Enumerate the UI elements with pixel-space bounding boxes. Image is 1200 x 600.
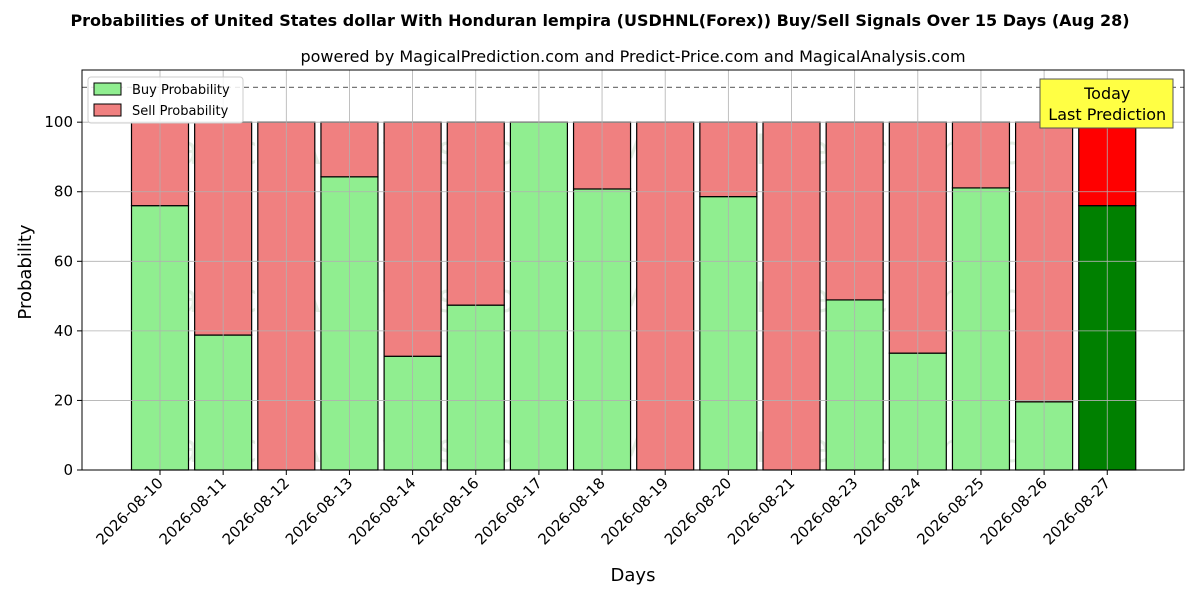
x-tick-label: 2026-08-13	[282, 474, 356, 548]
y-tick-label: 80	[54, 183, 73, 201]
x-tick-label: 2026-08-21	[724, 474, 798, 548]
annotation-line1: Today	[1083, 84, 1130, 103]
x-tick-label: 2026-08-14	[345, 474, 419, 548]
grid	[82, 70, 1184, 471]
x-tick-label: 2026-08-19	[598, 474, 672, 548]
legend: Buy Probability Sell Probability	[87, 76, 244, 124]
x-tick-label: 2026-08-16	[408, 474, 482, 548]
y-tick-label: 40	[54, 322, 73, 340]
legend-swatch-sell	[93, 103, 122, 117]
y-axis-label: Probability	[15, 224, 36, 319]
x-tick-label: 2026-08-11	[156, 474, 230, 548]
plot-area: MagicalAnalysis.comMagicalPrediction.com…	[44, 69, 1185, 548]
x-tick-label: 2026-08-20	[661, 474, 735, 548]
x-tick-label: 2026-08-18	[534, 474, 608, 548]
x-tick-label: 2026-08-27	[1040, 474, 1114, 548]
y-ticks: 0 20 40 60 80 100	[44, 113, 82, 479]
x-tick-label: 2026-08-23	[787, 474, 861, 548]
x-tick-label: 2026-08-24	[850, 474, 924, 548]
chart-subtitle: powered by MagicalPrediction.com and Pre…	[300, 47, 965, 66]
annotation-box	[1039, 78, 1174, 129]
y-tick-label: 0	[63, 461, 73, 479]
y-tick-label: 100	[44, 113, 73, 131]
legend-label-sell: Sell Probability	[132, 104, 229, 119]
x-tick-label: 2026-08-12	[219, 474, 293, 548]
x-tick-label: 2026-08-26	[977, 474, 1051, 548]
y-tick-label: 60	[54, 252, 73, 270]
today-annotation: Today Last Prediction	[1039, 78, 1174, 129]
axes-frame	[81, 69, 1185, 471]
legend-swatch-buy	[93, 82, 122, 96]
x-axis-label: Days	[611, 565, 656, 586]
x-tick-label: 2026-08-17	[471, 474, 545, 548]
legend-label-buy: Buy Probability	[132, 83, 230, 98]
chart-title: Probabilities of United States dollar Wi…	[70, 11, 1129, 30]
x-tick-label: 2026-08-25	[913, 474, 987, 548]
legend-box	[87, 76, 244, 124]
x-ticks: 2026-08-102026-08-112026-08-122026-08-13…	[92, 470, 1114, 548]
y-tick-label: 20	[54, 391, 73, 409]
annotation-line2: Last Prediction	[1048, 105, 1166, 124]
x-tick-label: 2026-08-10	[92, 474, 166, 548]
